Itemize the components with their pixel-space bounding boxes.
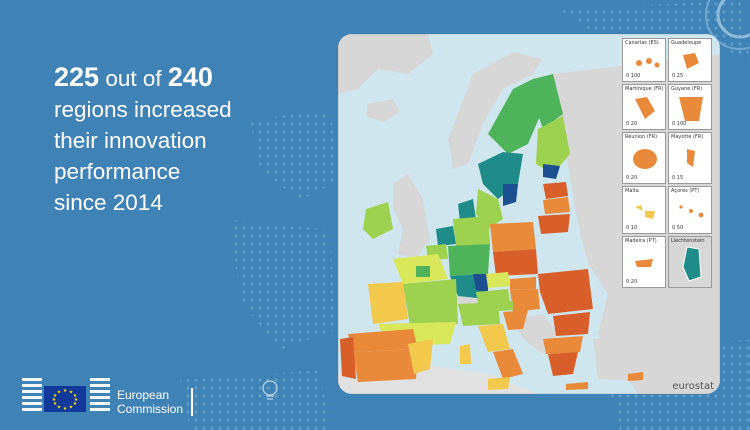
region-italy-south <box>493 349 523 379</box>
region-sicily <box>488 377 510 390</box>
inset-reunion: Réunion (FR) 0 20 <box>622 132 666 184</box>
inset-mayotte: Mayotte (FR) 0 15 <box>668 132 712 184</box>
region-slovenia <box>498 301 513 311</box>
non-eu-land <box>338 34 433 94</box>
svg-text:★: ★ <box>52 397 57 403</box>
region-bulgaria <box>553 312 590 336</box>
headline-number-total: 240 <box>167 62 213 92</box>
region-hungary <box>510 289 540 312</box>
region-spain-east <box>408 339 433 374</box>
region-germany-central <box>448 244 490 276</box>
svg-text:★: ★ <box>74 397 79 403</box>
logo-divider <box>191 388 193 416</box>
region-slovakia <box>510 277 536 290</box>
region-finland-north <box>533 74 563 129</box>
headline-line-5: since 2014 <box>54 190 163 215</box>
region-finland-south <box>536 116 570 174</box>
region-romania <box>538 269 593 314</box>
region-sweden-north <box>488 79 543 154</box>
svg-text:★: ★ <box>57 405 62 411</box>
svg-text:★: ★ <box>69 405 74 411</box>
region-estonia <box>543 182 568 199</box>
region-portugal <box>340 337 356 379</box>
inset-liechtenstein: Liechtenstein <box>668 236 712 288</box>
region-spain-north <box>348 329 418 352</box>
region-latvia <box>543 197 570 214</box>
region-sweden-stockholm <box>503 184 518 206</box>
region-cyprus <box>628 372 643 381</box>
eu-flag-icon: ★ ★★ ★★★ ★★★ ★★★ <box>22 378 110 412</box>
region-greece-south <box>548 352 578 376</box>
region-poland-south <box>493 249 538 276</box>
region-netherlands <box>436 226 456 246</box>
region-denmark <box>458 199 476 222</box>
turkey <box>593 334 720 384</box>
region-czechia <box>486 272 510 288</box>
region-poland-north <box>490 222 536 252</box>
inset-madeira: Madeira (PT) 0 20 <box>622 236 666 288</box>
region-sardinia <box>460 344 471 364</box>
inset-acores: Açores (PT) 0 50 <box>668 186 712 234</box>
region-greece-north <box>543 336 583 354</box>
svg-text:★: ★ <box>53 401 58 407</box>
region-italy-central <box>478 324 510 352</box>
region-france-paris <box>416 266 430 277</box>
headline-out-of: out of <box>99 66 168 91</box>
region-spain-central <box>353 349 418 382</box>
svg-text:★: ★ <box>53 393 58 399</box>
regional-innovation-map: Canarias (ES) 0 100 Guadeloupe 0 25 Mart… <box>338 34 720 394</box>
inset-guyane: Guyane (FR) 0 100 <box>668 84 712 130</box>
svg-text:★: ★ <box>73 393 78 399</box>
headline-number-regions: 225 <box>54 62 100 92</box>
svg-text:★: ★ <box>63 388 68 394</box>
region-germany-north <box>453 216 490 246</box>
region-italy-north <box>458 302 500 326</box>
region-finland-helsinki <box>543 164 560 179</box>
region-france-east <box>403 279 458 326</box>
region-germany-bavaria <box>473 274 488 292</box>
region-france-west <box>368 282 408 324</box>
uk <box>393 174 430 259</box>
org-line-1: European <box>117 388 170 402</box>
region-croatia <box>503 310 528 330</box>
lightbulb-icon <box>262 380 278 400</box>
svg-text:★: ★ <box>73 401 78 407</box>
region-lithuania <box>538 214 570 234</box>
norway <box>448 52 543 169</box>
headline-line-4: performance <box>54 159 181 184</box>
european-commission-name: European Commission <box>117 388 183 416</box>
svg-text:★: ★ <box>63 406 68 412</box>
region-crete <box>566 382 588 390</box>
region-austria <box>476 289 510 304</box>
inset-guadeloupe: Guadeloupe 0 25 <box>668 38 712 82</box>
iceland <box>366 99 400 122</box>
inset-martinique: Martinique (FR) 0 20 <box>622 84 666 130</box>
eurostat-credit: eurostat <box>672 381 714 392</box>
headline: 225 out of 240 regions increased their i… <box>54 62 324 218</box>
svg-text:★: ★ <box>57 390 62 396</box>
inset-malta: Malta 0 10 <box>622 186 666 234</box>
region-ireland <box>363 202 393 239</box>
svg-text:★: ★ <box>69 390 74 396</box>
headline-line-3: their innovation <box>54 128 207 153</box>
inset-canarias: Canarias (ES) 0 100 <box>622 38 666 82</box>
org-line-2: Commission <box>117 402 184 416</box>
headline-line-2: regions increased <box>54 97 232 122</box>
